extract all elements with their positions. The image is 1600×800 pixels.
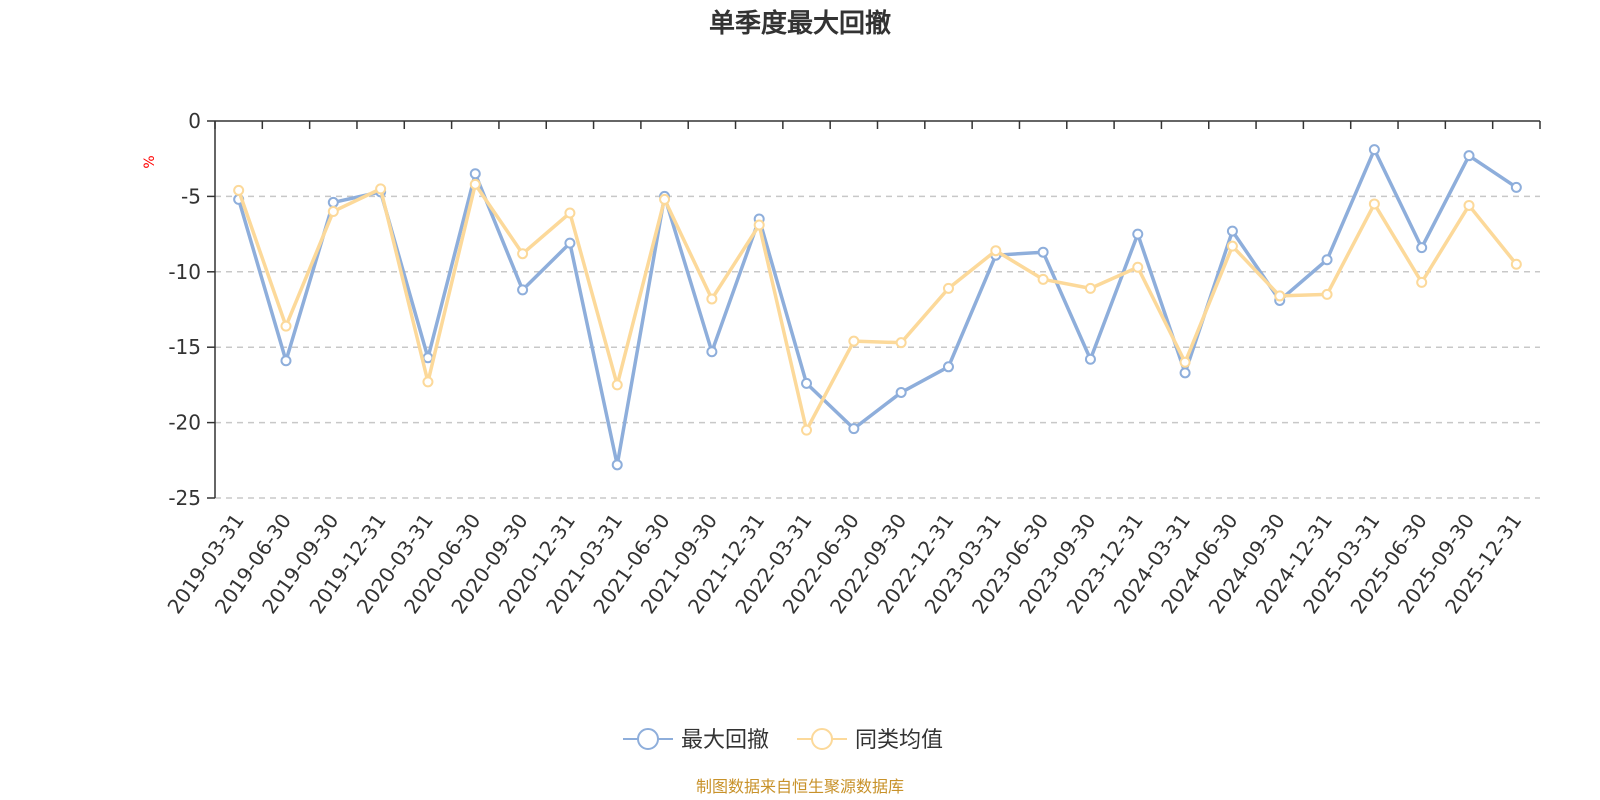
data-point[interactable]	[1084, 282, 1096, 294]
data-point[interactable]	[1037, 246, 1049, 258]
data-point[interactable]	[1510, 181, 1522, 193]
series-line	[237, 182, 1518, 432]
data-point[interactable]	[327, 205, 339, 217]
data-point[interactable]	[1510, 258, 1522, 270]
y-tick-label: -10	[168, 260, 201, 284]
y-tick-label: 0	[188, 109, 201, 133]
data-point[interactable]	[1463, 199, 1475, 211]
data-point[interactable]	[422, 376, 434, 388]
data-point[interactable]	[1226, 225, 1238, 237]
data-point[interactable]	[280, 355, 292, 367]
data-point[interactable]	[801, 377, 813, 389]
data-point[interactable]	[1463, 150, 1475, 162]
data-point[interactable]	[1368, 198, 1380, 210]
data-point[interactable]	[517, 248, 529, 260]
data-point[interactable]	[1416, 242, 1428, 254]
data-point[interactable]	[753, 219, 765, 231]
data-point[interactable]	[1179, 356, 1191, 368]
data-point[interactable]	[1368, 144, 1380, 156]
series-line	[236, 147, 1518, 467]
data-point[interactable]	[942, 361, 954, 373]
y-tick-label: -5	[181, 184, 201, 208]
data-point[interactable]	[895, 386, 907, 398]
series-max-drawdown	[233, 144, 1522, 471]
data-point[interactable]	[327, 196, 339, 208]
grid-lines	[215, 195, 1540, 499]
data-point[interactable]	[233, 184, 245, 196]
data-point[interactable]	[611, 379, 623, 391]
data-point[interactable]	[1321, 288, 1333, 300]
axes	[207, 120, 1541, 499]
data-point[interactable]	[564, 237, 576, 249]
data-point[interactable]	[848, 423, 860, 435]
data-point[interactable]	[1226, 240, 1238, 252]
legend-marker-icon	[637, 728, 659, 750]
y-tick-label: -25	[168, 486, 201, 510]
data-point[interactable]	[1084, 353, 1096, 365]
data-point[interactable]	[706, 293, 718, 305]
data-point[interactable]	[1274, 290, 1286, 302]
data-point[interactable]	[848, 335, 860, 347]
data-point[interactable]	[942, 282, 954, 294]
legend-marker-icon	[811, 728, 833, 750]
data-point[interactable]	[990, 245, 1002, 257]
legend[interactable]: 最大回撤 同类均值	[623, 728, 943, 753]
legend-item-peer-average[interactable]: 同类均值	[797, 728, 943, 753]
data-point[interactable]	[1132, 228, 1144, 240]
x-tick-labels: 2019-03-312019-06-302019-09-302019-12-31…	[162, 509, 1526, 618]
legend-label: 同类均值	[855, 728, 943, 753]
data-point[interactable]	[1416, 276, 1428, 288]
data-point[interactable]	[564, 207, 576, 219]
data-point[interactable]	[469, 178, 481, 190]
data-point[interactable]	[469, 168, 481, 180]
data-point[interactable]	[1037, 273, 1049, 285]
series-group	[233, 144, 1522, 471]
data-point[interactable]	[280, 320, 292, 332]
data-point[interactable]	[611, 459, 623, 471]
source-note: 制图数据来自恒生聚源数据库	[696, 777, 904, 796]
data-point[interactable]	[895, 337, 907, 349]
y-tick-label: -20	[168, 411, 201, 435]
chart-title: 单季度最大回撤	[709, 8, 891, 39]
data-point[interactable]	[1179, 367, 1191, 379]
y-tick-label: -15	[168, 335, 201, 359]
data-point[interactable]	[1321, 254, 1333, 266]
data-point[interactable]	[517, 284, 529, 296]
y-axis-unit: %	[142, 155, 158, 168]
legend-item-max-drawdown[interactable]: 最大回撤	[623, 728, 769, 753]
data-point[interactable]	[706, 346, 718, 358]
data-point[interactable]	[375, 183, 387, 195]
data-point[interactable]	[659, 193, 671, 205]
data-point[interactable]	[422, 352, 434, 364]
data-point[interactable]	[1132, 261, 1144, 273]
series-peer-average	[233, 178, 1522, 436]
y-tick-labels: 0 -5 -10 -15 -20 -25	[168, 109, 201, 510]
legend-label: 最大回撤	[681, 728, 769, 753]
data-point[interactable]	[801, 424, 813, 436]
